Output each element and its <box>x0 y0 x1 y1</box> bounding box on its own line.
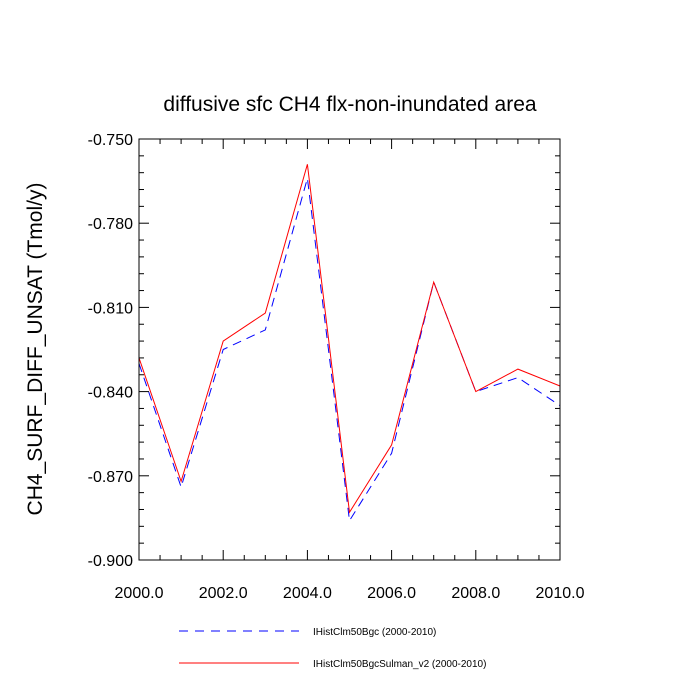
chart-title: diffusive sfc CH4 flx-non-inundated area <box>163 93 536 116</box>
series-layer <box>138 164 561 523</box>
x-tick-label: 2000.0 <box>115 585 164 602</box>
y-tick-label: -0.750 <box>88 132 133 149</box>
legend-label-1: IHistClm50Bgc (2000-2010) <box>313 627 436 638</box>
axis-ticks <box>138 138 561 561</box>
series-line-1 <box>138 178 561 523</box>
x-tick-label: 2004.0 <box>283 585 332 602</box>
plot-frame <box>138 138 561 561</box>
x-tick-label: 2008.0 <box>451 585 500 602</box>
x-axis-tick-labels: 2000.0 2002.0 2004.0 2006.0 2008.0 2010.0 <box>115 585 585 602</box>
y-tick-label: -0.900 <box>88 553 133 570</box>
y-axis-title: CH4_SURF_DIFF_UNSAT (Tmol/y) <box>24 183 47 516</box>
legend: IHistClm50Bgc (2000-2010) IHistClm50BgcSu… <box>179 627 486 670</box>
series-line-2 <box>138 164 561 514</box>
legend-label-2: IHistClm50BgcSulman_v2 (2000-2010) <box>313 659 486 670</box>
x-tick-label: 2006.0 <box>367 585 416 602</box>
x-tick-label: 2002.0 <box>199 585 248 602</box>
y-tick-label: -0.870 <box>88 469 133 486</box>
y-tick-label: -0.780 <box>88 216 133 233</box>
y-axis-tick-labels: -0.750 -0.780 -0.810 -0.840 -0.870 -0.900 <box>88 132 133 570</box>
x-tick-label: 2010.0 <box>536 585 585 602</box>
y-tick-label: -0.810 <box>88 300 133 317</box>
y-tick-label: -0.840 <box>88 385 133 402</box>
